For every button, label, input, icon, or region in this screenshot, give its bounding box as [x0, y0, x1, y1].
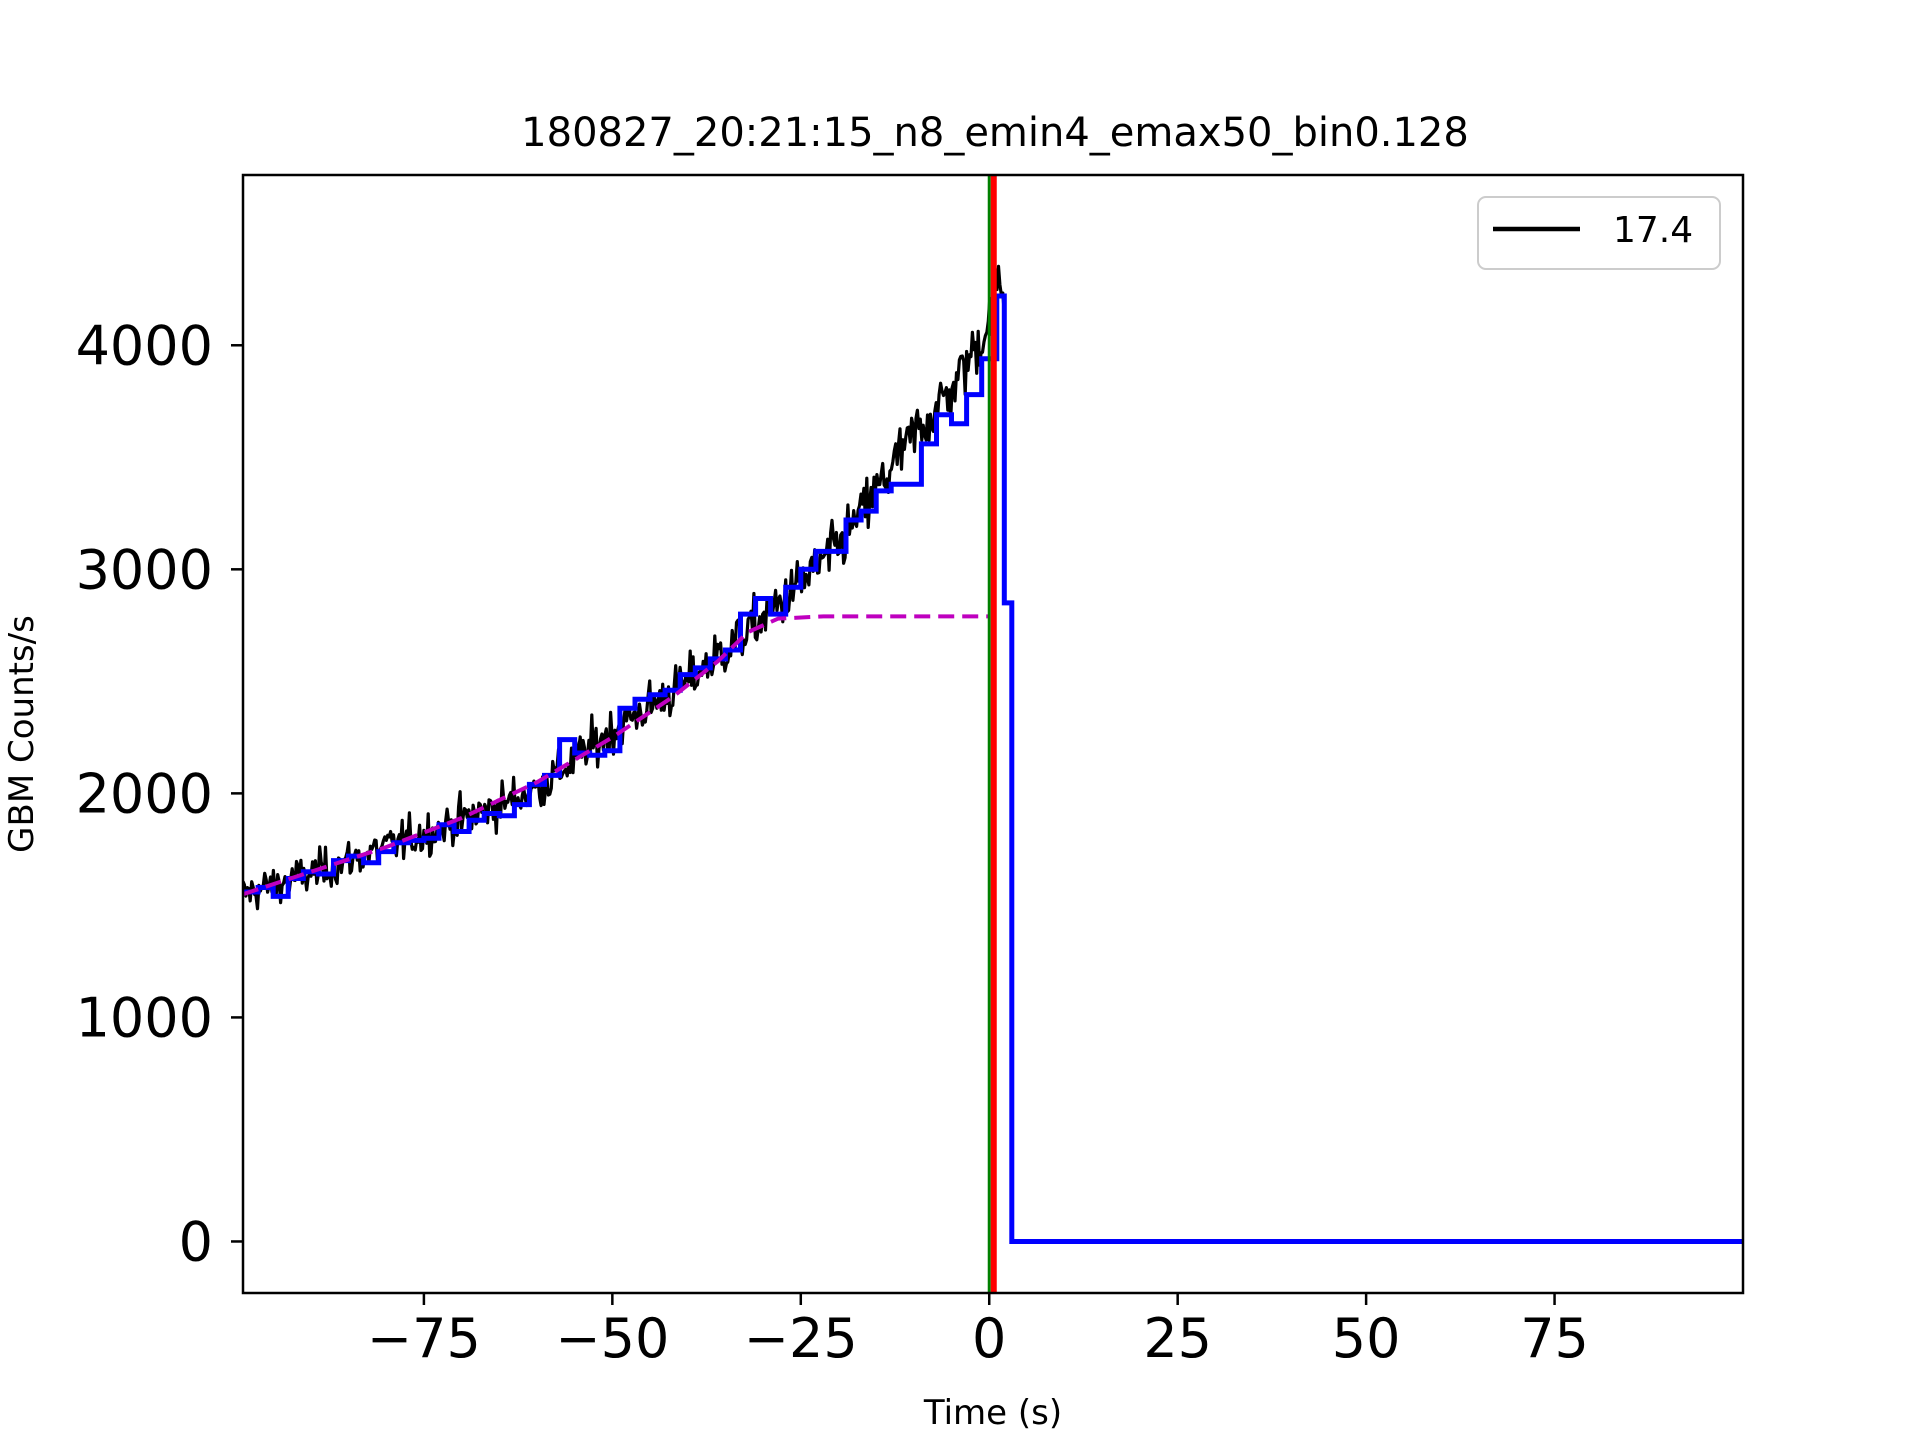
- y-tick-label: 2000: [76, 762, 213, 825]
- x-tick-label: −50: [555, 1307, 669, 1370]
- y-tick-label: 4000: [76, 314, 213, 377]
- x-tick-label: 25: [1143, 1307, 1212, 1370]
- plot-area: [243, 175, 1743, 1293]
- x-axis: −75 −50 −25 0 25 50 75: [367, 1293, 1589, 1370]
- x-axis-label: Time (s): [923, 1393, 1062, 1433]
- y-axis-label: GBM Counts/s: [2, 615, 42, 853]
- y-tick-label: 0: [179, 1210, 213, 1273]
- x-tick-label: 50: [1332, 1307, 1401, 1370]
- x-tick-label: 75: [1520, 1307, 1589, 1370]
- series-steps-1: [243, 293, 1743, 1244]
- series-dashed-2: [243, 614, 990, 897]
- x-tick-label: −25: [744, 1307, 858, 1370]
- legend-label: 17.4: [1613, 210, 1693, 251]
- legend: 17.4: [1477, 196, 1721, 270]
- x-tick-label: 0: [972, 1307, 1006, 1370]
- y-tick-label: 3000: [76, 538, 213, 601]
- y-axis: 0 1000 2000 3000 4000: [76, 314, 243, 1273]
- chart-title: 180827_20:21:15_n8_emin4_emax50_bin0.128: [521, 110, 1469, 156]
- plot-frame: [241, 173, 1745, 1295]
- x-tick-label: −75: [367, 1307, 481, 1370]
- y-tick-label: 1000: [76, 986, 213, 1049]
- legend-box: [1477, 196, 1721, 270]
